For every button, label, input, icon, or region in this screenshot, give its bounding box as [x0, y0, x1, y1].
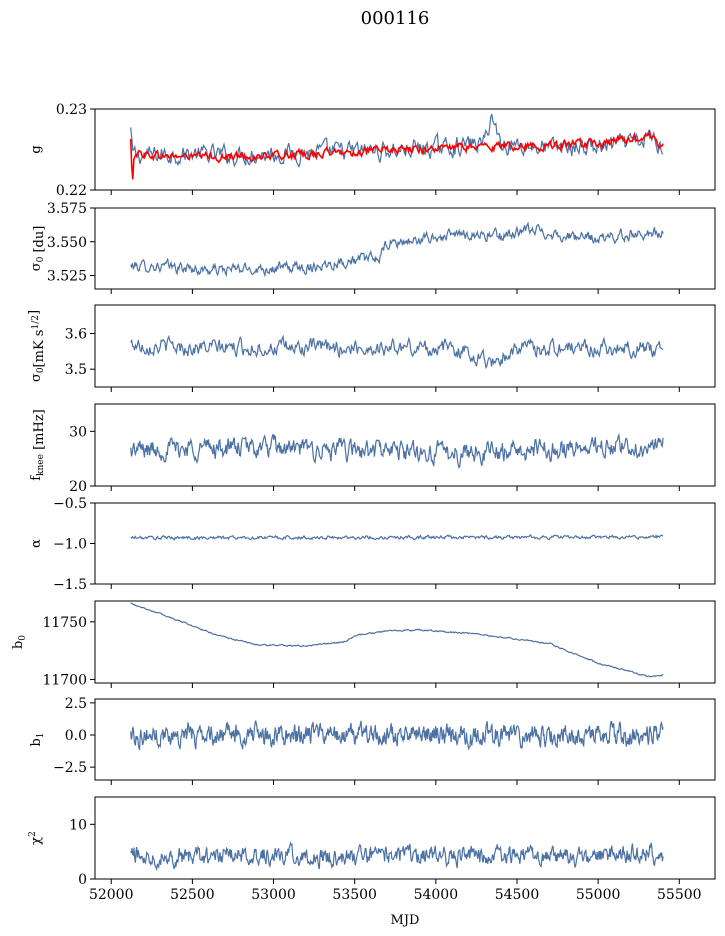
- panel-alpha: −1.5 −1.0 −0.5 α: [29, 496, 716, 593]
- gain-axes-frame: [94, 108, 716, 191]
- alpha-axes-frame: [94, 502, 716, 585]
- b0-ylabel: b0: [11, 635, 28, 649]
- fknee-ytick-label: 30: [69, 424, 87, 440]
- alpha-series-line-0: [130, 533, 664, 542]
- b0-series-line-0: [130, 602, 664, 678]
- fknee-ylabel: fknee [mHz]: [29, 409, 47, 481]
- panel-b0: 11700 11750 b0: [11, 600, 716, 689]
- xtick-label: 55500: [657, 887, 702, 903]
- chi2-ylabel: χ2: [28, 831, 44, 845]
- sigma0-du-ytick-label: 3.550: [47, 235, 87, 251]
- b0-axes-frame: [94, 600, 716, 684]
- sigma0-du-series-line-0: [130, 221, 664, 278]
- fknee-ytick-label: 20: [69, 479, 87, 495]
- alpha-ytick-label: −1.5: [53, 577, 87, 593]
- fknee-axes-frame: [94, 403, 716, 487]
- gain-ytick-label: 0.23: [56, 102, 87, 118]
- panel-fknee: 20 30 fknee [mHz]: [29, 403, 716, 495]
- b1-series-line-0: [130, 720, 664, 752]
- chi2-ytick-label: 10: [69, 817, 87, 833]
- panel-b1: −2.5 0.0 2.5 b1: [29, 696, 716, 785]
- gain-series-line-1: [129, 128, 664, 180]
- xtick-label: 53000: [251, 887, 296, 903]
- sigma0-mk-ylabel: σ0[mK s1/2]: [27, 310, 47, 382]
- sigma0-mk-ytick-label: 3.5: [65, 362, 87, 378]
- alpha-ytick-label: −0.5: [53, 496, 87, 512]
- xtick-label: 54000: [414, 887, 459, 903]
- b1-ytick-label: 2.5: [65, 696, 87, 712]
- gain-ylabel: g: [29, 145, 44, 153]
- xtick-label: 52000: [89, 887, 134, 903]
- alpha-ylabel: α: [29, 539, 44, 548]
- panel-gain: 0.22 0.23 g: [29, 102, 716, 199]
- sigma0-du-ytick-label: 3.525: [47, 269, 87, 285]
- b1-ylabel: b1: [29, 732, 46, 746]
- panel-chi2: 0 10 52000 52500 53000 53500 54000 54500 55000 55…: [28, 796, 716, 903]
- chi2-series-line-0: [130, 841, 664, 872]
- fknee-series-line-0: [130, 432, 664, 469]
- figure-title: 000116: [361, 8, 430, 29]
- xtick-label: 52500: [170, 887, 215, 903]
- gain-ytick-label: 0.22: [56, 183, 87, 199]
- x-axis-label: MJD: [391, 913, 420, 928]
- b1-ytick-label: 0.0: [65, 728, 87, 744]
- b1-axes-frame: [94, 698, 716, 781]
- chi2-ytick-label: 0: [78, 872, 87, 888]
- sigma0-mk-axes-frame: [94, 304, 716, 388]
- xtick-label: 54500: [495, 887, 540, 903]
- xtick-label: 55000: [576, 887, 621, 903]
- sigma0-mk-series-line-0: [130, 334, 664, 370]
- gain-series-line-0: [130, 113, 664, 168]
- chi2-axes-frame: [94, 796, 716, 880]
- b0-ytick-label: 11700: [42, 673, 87, 689]
- sigma0-du-ytick-label: 3.575: [47, 201, 87, 217]
- sigma0-du-axes-frame: [94, 207, 716, 290]
- b1-ytick-label: −2.5: [53, 760, 87, 776]
- panel-sigma0-mk: 3.5 3.6 σ0[mK s1/2]: [27, 304, 716, 392]
- sigma0-mk-ytick-label: 3.6: [65, 327, 87, 343]
- b0-ytick-label: 11750: [42, 615, 87, 631]
- alpha-ytick-label: −1.0: [53, 537, 87, 553]
- xtick-label: 53500: [332, 887, 377, 903]
- sigma0-du-ylabel: σ0 [du]: [29, 226, 47, 272]
